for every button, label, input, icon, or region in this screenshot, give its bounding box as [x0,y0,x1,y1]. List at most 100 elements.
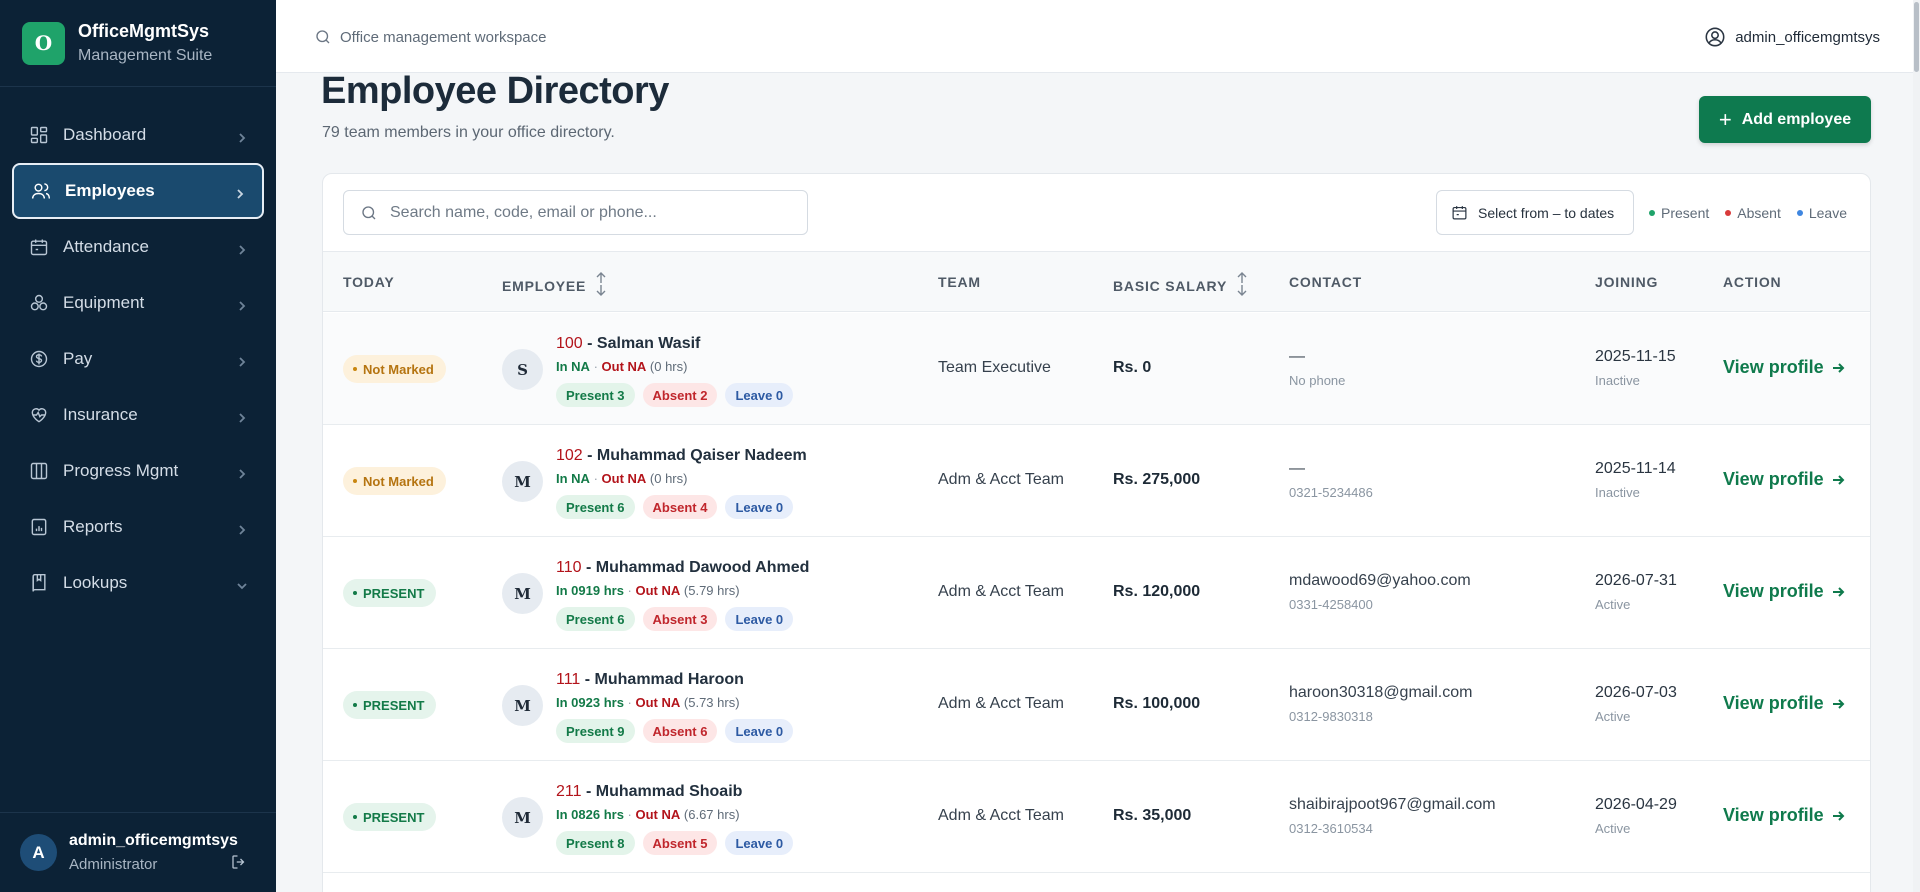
absent-count-badge: Absent 2 [642,383,718,407]
employee-name[interactable]: 111 - Muhammad Haroon [556,671,744,688]
table-row: PRESENT M 110 - Muhammad Dawood Ahmed In… [323,537,1870,649]
contact-phone: 0321-5234486 [1289,485,1373,500]
date-range-button[interactable]: Select from – to dates [1436,190,1634,235]
employment-state: Inactive [1595,485,1640,500]
date-range-label: Select from – to dates [1478,204,1615,221]
chevron-right-icon [236,409,248,423]
salary-cell: Rs. 100,000 [1113,695,1201,712]
legend-present: Present [1649,205,1709,221]
contact-email: — [1289,348,1305,365]
avatar: M [502,461,543,502]
employee-name[interactable]: 110 - Muhammad Dawood Ahmed [556,559,810,576]
logout-icon[interactable] [230,853,248,871]
chevron-down-icon [236,577,248,590]
scrollbar-thumb[interactable] [1914,2,1919,72]
present-count-badge: Present 9 [556,719,635,743]
page-scrollbar[interactable] [1913,0,1920,892]
sidebar-item-equipment[interactable]: Equipment [12,275,264,331]
salary-cell: Rs. 35,000 [1113,807,1192,824]
employee-name[interactable]: 211 - Muhammad Shoaib [556,783,743,800]
col-team: TEAM [938,274,981,290]
team-cell: Adm & Acct Team [938,471,1064,488]
sidebar-item-label: Dashboard [63,125,147,144]
col-employee[interactable]: EMPLOYEE [502,272,608,298]
report-icon [28,516,50,538]
view-profile-link[interactable]: View profile [1723,357,1845,378]
sidebar-item-lookups[interactable]: Lookups [12,555,264,611]
workspace-search[interactable]: Office management workspace [340,29,547,46]
sort-icon[interactable] [1235,270,1249,298]
arrow-right-icon [1832,474,1845,485]
view-profile-link[interactable]: View profile [1723,581,1845,602]
avatar: S [502,349,543,390]
employee-code: 110 [556,559,582,576]
topbar: Office management workspace admin_office… [276,0,1920,73]
view-profile-link[interactable]: View profile [1723,693,1845,714]
dollar-icon [28,348,50,370]
add-employee-label: Add employee [1741,110,1852,128]
attendance-status-badge: Not Marked [343,355,446,383]
view-profile-link[interactable]: View profile [1723,805,1845,826]
sidebar-item-label: Attendance [63,237,150,256]
attendance-status-badge: PRESENT [343,579,437,607]
sidebar-item-dashboard[interactable]: Dashboard [12,107,264,163]
attendance-summary: Present 8 Absent 5 Leave 0 [556,831,801,855]
search-icon [314,28,332,46]
present-count-badge: Present 6 [556,607,635,631]
view-profile-link[interactable]: View profile [1723,469,1845,490]
contact-email: shaibirajpoot967@gmail.com [1289,796,1496,813]
sort-icon[interactable] [594,270,608,298]
search-icon [362,205,376,219]
brand-name: OfficeMgmtSys [78,21,210,41]
contact-phone: 0312-9830318 [1289,709,1373,724]
sidebar-user-name: admin_officemgmtsys [69,832,238,849]
absent-count-badge: Absent 5 [642,831,718,855]
salary-cell: Rs. 0 [1113,359,1152,376]
leave-count-badge: Leave 0 [725,495,794,519]
chevron-right-icon [236,129,248,143]
sidebar-item-progress-mgmt[interactable]: Progress Mgmt [12,443,264,499]
employee-name[interactable]: 100 - Salman Wasif [556,335,701,352]
chevron-right-icon [234,185,246,199]
sidebar-user-role: Administrator [69,856,158,873]
employee-name[interactable]: 102 - Muhammad Qaiser Nadeem [556,447,807,464]
sidebar-item-attendance[interactable]: Attendance [12,219,264,275]
table-row: Not Marked S 100 - Salman Wasif In NA · … [323,313,1870,425]
contact-email: — [1289,460,1305,477]
present-count-badge: Present 8 [556,831,635,855]
columns-icon [28,460,50,482]
top-user-name: admin_officemgmtsys [1735,28,1880,46]
chevron-right-icon [236,241,248,255]
sidebar-nav: Dashboard Employees Attendance Equipment… [0,87,276,611]
leave-count-badge: Leave 0 [725,831,794,855]
absent-count-badge: Absent 4 [642,495,718,519]
sidebar-item-label: Lookups [63,573,128,592]
sidebar-item-label: Reports [63,517,123,536]
employee-search[interactable] [343,190,808,235]
chevron-right-icon [236,465,248,479]
sidebar-item-reports[interactable]: Reports [12,499,264,555]
brand-logo: O [22,21,65,65]
sidebar-item-insurance[interactable]: Insurance [12,387,264,443]
arrow-right-icon [1832,586,1845,597]
employee-search-input[interactable] [390,203,790,222]
col-basic-salary[interactable]: BASIC SALARY [1113,272,1249,298]
calendar-icon [28,236,50,258]
top-user-menu[interactable]: admin_officemgmtsys [1704,26,1880,48]
sidebar-item-pay[interactable]: Pay [12,331,264,387]
attendance-status-badge: Not Marked [343,467,446,495]
legend-leave: Leave [1796,205,1847,221]
brand[interactable]: O OfficeMgmtSys Management Suite [0,0,276,87]
present-count-badge: Present 3 [556,383,635,407]
employment-state: Inactive [1595,373,1640,388]
brand-subtitle: Management Suite [78,47,213,64]
add-employee-button[interactable]: + Add employee [1699,96,1871,143]
joining-date: 2025-11-15 [1595,348,1676,365]
joining-date: 2026-04-29 [1595,796,1677,813]
sidebar-item-employees[interactable]: Employees [12,163,264,219]
user-circle-icon [1705,27,1725,47]
chevron-right-icon [236,353,248,367]
attendance-status-badge: PRESENT [343,803,437,831]
table-header: TODAY EMPLOYEE TEAM BASIC SALARY CONTACT… [323,251,1870,312]
joining-date: 2025-11-14 [1595,460,1676,477]
